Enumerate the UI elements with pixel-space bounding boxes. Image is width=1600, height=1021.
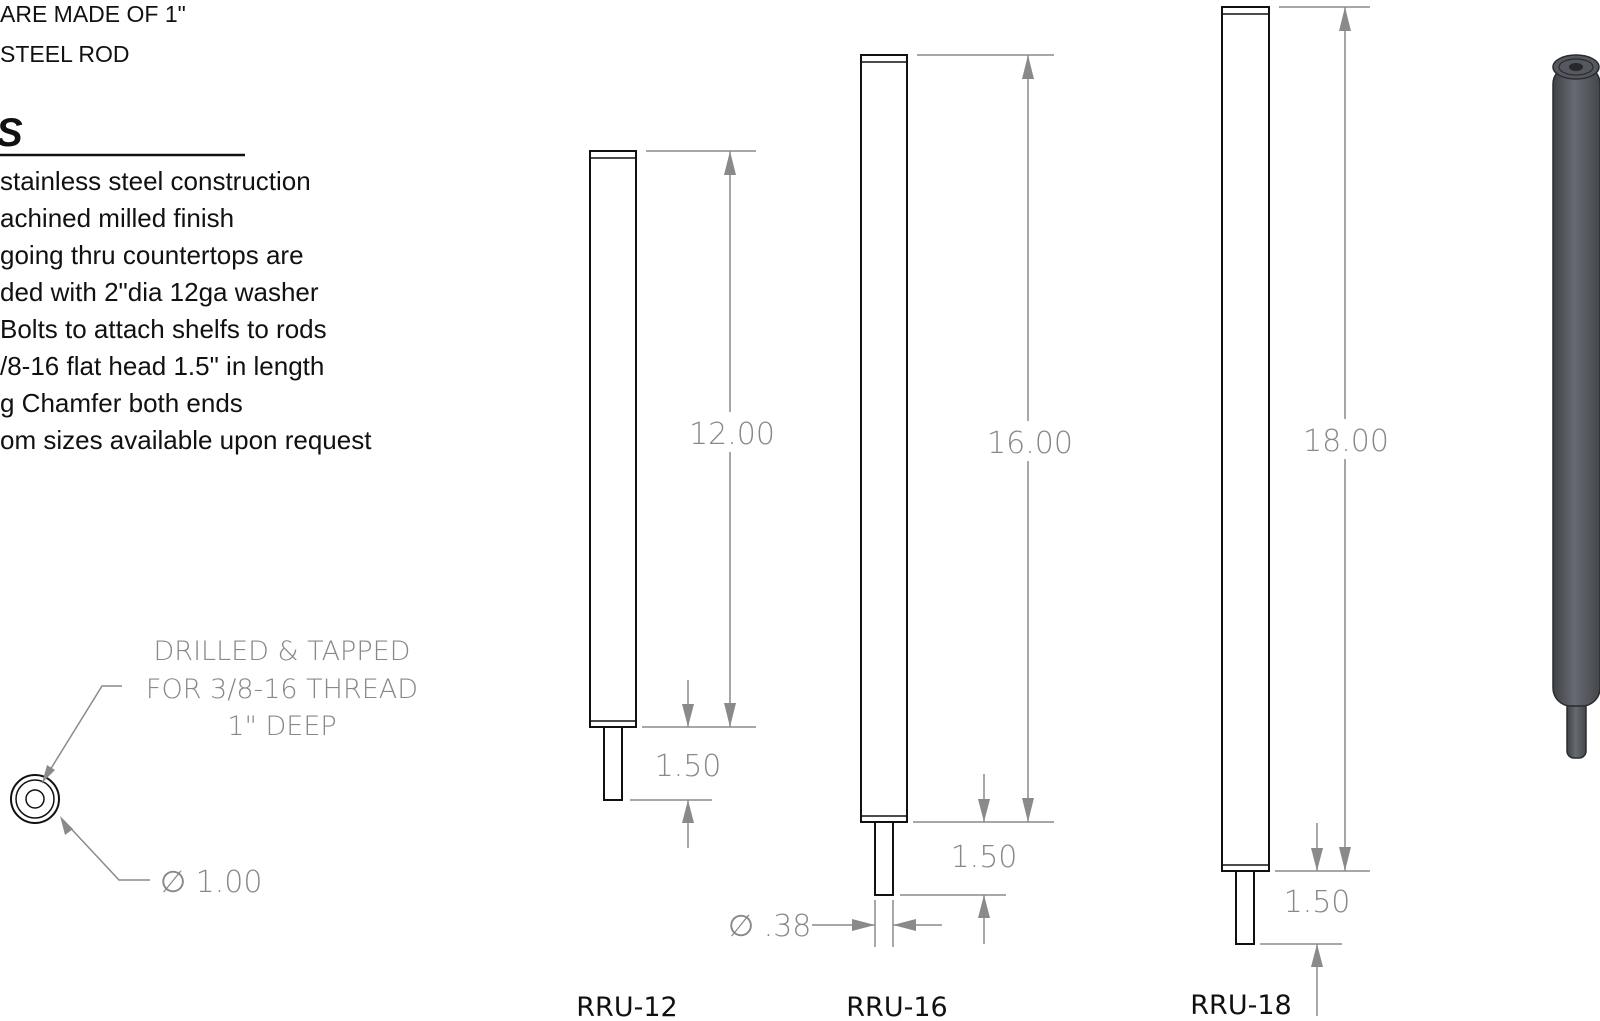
header-note-line-1: ARE MADE OF 1"	[0, 1, 186, 27]
render-tapped-hole	[1569, 63, 1583, 71]
feature-line-6: /8-16 flat head 1.5" in length	[0, 351, 324, 381]
header-note-line-2: STEEL ROD	[0, 41, 130, 67]
length-dimension: 16.00	[987, 426, 1073, 461]
diameter-leader-arrowhead	[60, 816, 73, 835]
rod-body	[860, 54, 908, 823]
stud-arrow-bottom	[978, 895, 990, 918]
tapped-hole-leader	[41, 685, 122, 784]
rod-body	[1221, 6, 1270, 872]
stud-arrow-bottom	[682, 800, 694, 823]
end-view: DRILLED & TAPPED FOR 3/8-16 THREAD 1" DE…	[10, 636, 418, 900]
feature-line-3: going thru countertops are	[0, 240, 304, 270]
feature-line-8: om sizes available upon request	[0, 425, 372, 455]
stud-arrow-top	[978, 799, 990, 822]
callout-line-3: 1" DEEP	[227, 711, 336, 742]
tapped-hole-leader-arrowhead	[42, 765, 55, 783]
part-rru-18: 18.00 1.50 RRU-18	[1190, 6, 1389, 1021]
stud-diameter-arrow-right	[893, 919, 916, 931]
render-top-chamfer	[1558, 58, 1594, 76]
part-rru-16: 16.00 1.50 ∅ .38 RRU-16	[728, 54, 1073, 1021]
feature-line-7: g Chamfer both ends	[0, 388, 243, 418]
threaded-stud	[1235, 870, 1255, 945]
length-dimension: 12.00	[689, 417, 775, 452]
stud-diameter-arrow-left	[852, 919, 875, 931]
feature-line-1: stainless steel construction	[0, 166, 311, 196]
length-label-mask	[988, 421, 1070, 461]
stud-dimension: 1.50	[655, 749, 722, 784]
stud-arrow-top	[1311, 848, 1323, 871]
stud-diameter-dimension: ∅ .38	[728, 909, 811, 944]
stud-dimension: 1.50	[1284, 885, 1351, 920]
callout-line-1: DRILLED & TAPPED	[154, 636, 411, 667]
rod-body	[589, 150, 637, 728]
length-dimension: 18.00	[1303, 424, 1389, 459]
threaded-stud	[874, 821, 894, 896]
length-label-mask	[690, 412, 770, 452]
feature-line-2: achined milled finish	[0, 203, 234, 233]
length-arrow-top	[1022, 55, 1034, 79]
length-arrow-bottom	[1339, 847, 1351, 871]
end-view-diameter-dimension: ∅ 1.00	[160, 865, 262, 900]
part-rru-12: 12.00 1.50 RRU-12	[576, 150, 775, 1021]
end-view-tapped-hole	[25, 789, 45, 809]
render-body	[1552, 65, 1600, 707]
callout-line-2: FOR 3/8-16 THREAD	[146, 674, 418, 705]
threaded-stud	[603, 726, 623, 801]
length-arrow-bottom	[724, 703, 736, 727]
render-stud	[1566, 699, 1587, 759]
end-view-chamfer-circle	[15, 779, 55, 819]
feature-line-4: ded with 2"dia 12ga washer	[0, 277, 319, 307]
end-view-outer-circle	[10, 774, 60, 824]
length-label-mask	[1305, 419, 1387, 459]
stud-arrow-top	[682, 704, 694, 727]
features-heading: S	[0, 111, 23, 155]
stud-arrow-bottom	[1311, 944, 1323, 967]
part-label: RRU-16	[846, 992, 947, 1021]
length-arrow-top	[724, 151, 736, 175]
part-label: RRU-12	[576, 992, 677, 1021]
length-arrow-top	[1339, 7, 1351, 31]
part-label: RRU-18	[1190, 990, 1291, 1021]
stud-dimension: 1.50	[951, 840, 1018, 875]
feature-line-5: Bolts to attach shelfs to rods	[0, 314, 327, 344]
length-arrow-bottom	[1022, 798, 1034, 822]
rod-3d-render	[1552, 54, 1600, 759]
diameter-leader	[62, 819, 150, 881]
